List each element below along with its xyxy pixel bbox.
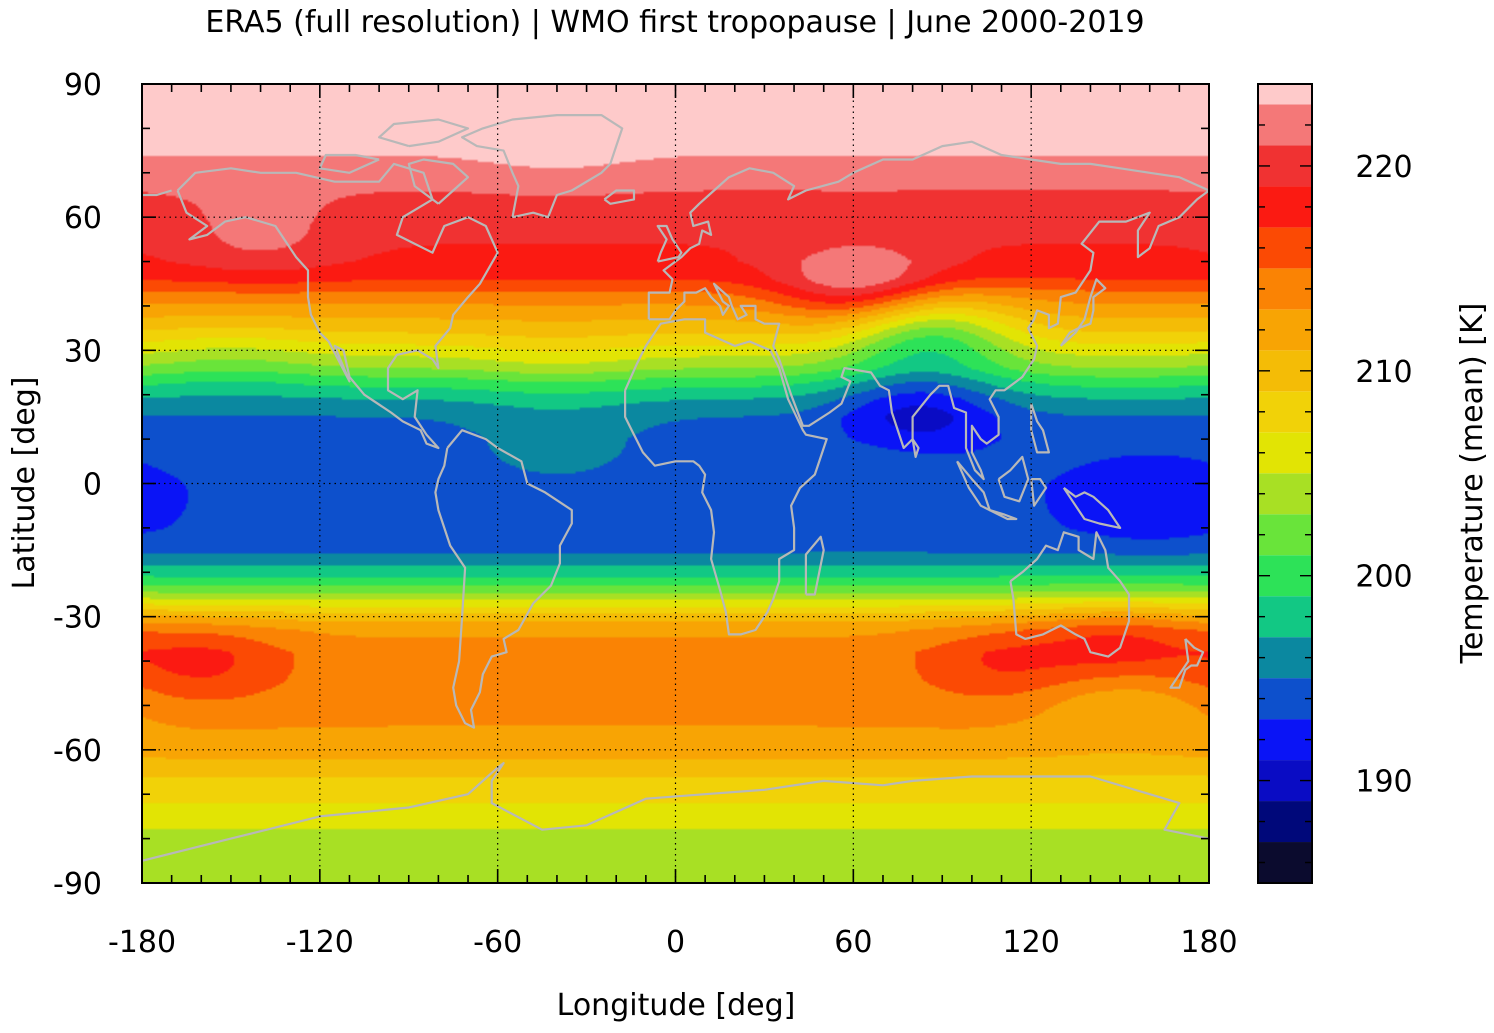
coastline-segment — [804, 535, 825, 596]
y-axis-ticks: 90 60 30 0 -30 -60 -90 — [53, 68, 1209, 902]
colorbar-tick-label: 220 — [1355, 150, 1412, 185]
colorbar-tick-label: 190 — [1355, 765, 1412, 800]
coastline-segment — [1062, 487, 1122, 529]
x-tick-label: 60 — [834, 925, 872, 960]
coastline-segment — [1169, 638, 1205, 689]
colorbar-swatch — [1258, 268, 1312, 310]
colorbar-label: Temperature (mean) [K] — [1455, 303, 1490, 665]
coastline-segment — [378, 118, 470, 148]
colorbar-swatch — [1258, 473, 1312, 515]
chart-title: ERA5 (full resolution) | WMO first tropo… — [205, 5, 1144, 40]
y-tick-label: -60 — [53, 734, 102, 769]
coastline-segment — [318, 153, 380, 174]
x-tick-label: 0 — [666, 925, 685, 960]
coastline-segment — [911, 438, 920, 458]
colorbar-tick-label: 210 — [1355, 355, 1412, 390]
y-tick-label: 90 — [64, 68, 102, 103]
y-tick-label: 30 — [64, 334, 102, 369]
coastline-segment — [603, 189, 636, 205]
coastline-segment — [647, 140, 1209, 320]
y-tick-label: 60 — [64, 201, 102, 236]
plot-area: -180 -120 -60 0 60 120 180 90 60 30 0 -30 -60 -90 — [53, 68, 1238, 960]
x-tick-label: -120 — [286, 925, 354, 960]
y-tick-label: -30 — [53, 601, 102, 636]
colorbar-frame — [1257, 83, 1313, 884]
colorbar-swatch — [1258, 391, 1312, 433]
gridlines — [142, 84, 1209, 883]
y-axis-label: Latitude [deg] — [7, 377, 42, 590]
coastline-segment — [142, 762, 1209, 862]
colorbar-swatch — [1258, 719, 1312, 761]
y-tick-label: -90 — [53, 867, 102, 902]
colorbar: 190 200 210 220 — [1257, 83, 1413, 884]
coastline-segment — [656, 224, 683, 263]
colorbar-swatch — [1258, 637, 1312, 679]
colorbar-swatch — [1258, 596, 1312, 638]
colorbar-swatch — [1258, 227, 1312, 269]
coastline-segment — [648, 189, 1209, 481]
x-tick-label: -180 — [108, 925, 176, 960]
x-axis-label: Longitude [deg] — [557, 988, 796, 1023]
colorbar-swatch — [1258, 432, 1312, 474]
coastline-segment — [997, 455, 1030, 503]
coastline-segment — [142, 189, 172, 197]
colorbar-swatch — [1258, 514, 1312, 556]
coastline-segment — [1059, 278, 1107, 347]
coastline-segment — [461, 114, 624, 219]
coastline-segment — [407, 158, 470, 205]
colorbar-tick-label: 200 — [1355, 560, 1412, 595]
colorbar-swatch — [1258, 801, 1312, 843]
x-axis-ticks: -180 -120 -60 0 60 120 180 — [108, 84, 1238, 960]
x-tick-label: 120 — [1003, 925, 1060, 960]
colorbar-swatch — [1258, 104, 1312, 146]
x-tick-label: 180 — [1180, 925, 1237, 960]
coastline-segment — [1030, 403, 1050, 454]
coastlines — [142, 114, 1209, 862]
colorbar-swatch — [1258, 678, 1312, 720]
coastline-segment — [1009, 531, 1131, 658]
y-tick-label: 0 — [83, 468, 102, 503]
colorbar-swatch — [1258, 842, 1312, 883]
coastline-segment — [176, 162, 499, 450]
coastline-segment — [1030, 478, 1048, 507]
x-tick-label: -60 — [473, 925, 522, 960]
coastline-segment — [624, 318, 828, 636]
coastline-segment — [434, 429, 573, 729]
colorbar-swatch — [1258, 186, 1312, 228]
colorbar-swatch — [1258, 84, 1312, 105]
colorbar-swatch — [1258, 309, 1312, 351]
coastline-segment — [989, 509, 1018, 521]
